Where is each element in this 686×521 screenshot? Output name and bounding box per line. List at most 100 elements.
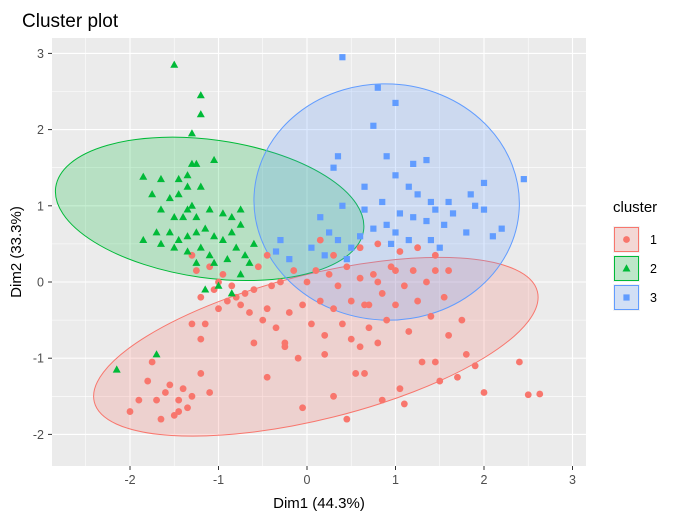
cluster-1-point <box>445 267 452 274</box>
cluster-1-point <box>414 244 422 252</box>
x-tick-label: 3 <box>569 473 576 487</box>
cluster-1-point <box>347 335 355 343</box>
y-tick-label: 3 <box>37 47 44 61</box>
cluster-3-point <box>334 153 342 160</box>
cluster-1-point <box>277 278 284 286</box>
cluster-2-point <box>192 228 201 236</box>
cluster-2-point <box>156 174 165 183</box>
cluster-2-point <box>192 213 201 221</box>
cluster-3-point <box>423 217 430 225</box>
cluster-1-point <box>400 282 408 290</box>
cluster-1-point <box>347 297 355 305</box>
cluster-1-point <box>392 301 399 309</box>
cluster-3-point <box>392 99 399 107</box>
cluster-3-point <box>343 256 350 263</box>
y-tick-label: -2 <box>33 428 44 442</box>
cluster-1-point <box>285 309 293 316</box>
cluster-1-point <box>272 324 280 332</box>
cluster-3-point <box>321 252 328 259</box>
cluster-3-point <box>396 210 404 217</box>
cluster-2-point <box>148 190 157 198</box>
cluster-3-point <box>427 198 434 206</box>
data-points <box>112 54 544 423</box>
cluster-1-point <box>409 267 417 274</box>
cluster-1-point <box>383 316 391 324</box>
cluster-2-point <box>165 193 174 202</box>
cluster-3-point <box>392 172 399 179</box>
legend-label-1: 1 <box>650 233 657 247</box>
cluster-2-point <box>183 232 192 240</box>
cluster-2-point <box>245 258 254 266</box>
cluster-3-point <box>489 233 496 240</box>
cluster-1-point <box>414 297 422 305</box>
cluster-1-point <box>423 278 430 286</box>
cluster-2-point <box>152 350 161 358</box>
cluster-2-point <box>218 235 227 244</box>
cluster-3-point <box>441 221 448 228</box>
cluster-3-point <box>370 225 377 232</box>
x-tick-label: -2 <box>124 473 135 487</box>
x-tick-label: 1 <box>392 473 399 487</box>
cluster-1-point <box>365 301 373 309</box>
cluster-2-point <box>218 209 227 217</box>
cluster-1-point <box>223 297 231 305</box>
cluster-2-point <box>227 213 236 221</box>
cluster-1-point <box>400 400 408 408</box>
plot-panel <box>52 38 586 466</box>
cluster-1-point <box>170 411 178 419</box>
cluster-3-point <box>374 84 381 91</box>
cluster-2-point <box>236 220 245 228</box>
cluster-1-point <box>330 251 337 259</box>
cluster-2-point <box>187 201 196 209</box>
x-tick-label: 0 <box>304 473 311 487</box>
cluster-2-point <box>183 247 192 255</box>
cluster-1-point <box>250 286 258 294</box>
cluster-2-point <box>201 285 210 293</box>
cluster-2-point <box>174 174 183 183</box>
cluster-3-point <box>405 183 412 190</box>
cluster-1-point <box>184 404 191 412</box>
cluster-3-point <box>361 183 368 190</box>
cluster-1-point <box>343 263 351 271</box>
cluster-1-point <box>197 370 205 377</box>
cluster-2-point <box>179 213 188 221</box>
cluster-3-point <box>436 244 443 251</box>
cluster-3-ellipse <box>253 83 520 321</box>
cluster-1-point <box>454 373 461 381</box>
cluster-2-point <box>152 228 161 236</box>
cluster-2-point <box>174 235 183 244</box>
cluster-1-point <box>144 377 152 385</box>
cluster-1-point <box>263 251 271 259</box>
cluster-1-point <box>148 358 156 366</box>
cluster-1-point <box>188 392 196 400</box>
cluster-1-point <box>396 248 404 255</box>
cluster-2-point <box>187 129 196 137</box>
cluster-1-point <box>299 301 306 309</box>
cluster-1-point <box>356 244 364 252</box>
cluster-1-point <box>179 385 187 393</box>
cluster-3-point <box>272 248 280 255</box>
cluster-3-point <box>445 198 452 206</box>
cluster-2-point <box>170 243 179 251</box>
cluster-1-point <box>462 350 470 358</box>
cluster-1-point <box>175 396 183 404</box>
cluster-3-point <box>357 233 364 240</box>
cluster-1-point <box>162 389 169 396</box>
cluster-1-point <box>392 267 399 274</box>
cluster-1-point <box>374 240 382 248</box>
cluster-3-point <box>308 244 315 251</box>
cluster-3-point <box>379 198 386 206</box>
cluster-2-point <box>139 172 148 180</box>
cluster-1-point <box>480 389 488 396</box>
cluster-1-point <box>215 305 222 313</box>
cluster-1-point <box>290 267 298 274</box>
cluster-3-point <box>427 236 434 244</box>
cluster-3-point <box>410 214 417 221</box>
cluster-3-point <box>467 191 474 198</box>
legend-label-2: 2 <box>650 262 657 276</box>
y-tick-label: -1 <box>33 352 44 366</box>
cluster-3-point <box>472 202 479 209</box>
cluster-2-point <box>227 228 236 236</box>
legend-marker-1 <box>623 236 630 243</box>
cluster-1-point <box>197 293 205 301</box>
